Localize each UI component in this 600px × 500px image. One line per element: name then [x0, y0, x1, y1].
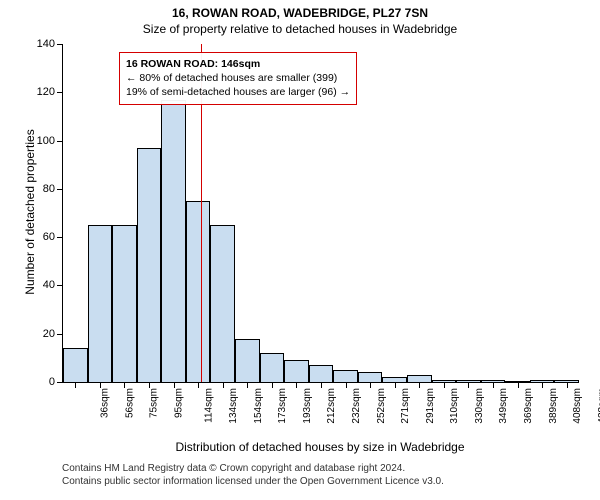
- histogram-bar: [235, 339, 260, 382]
- x-tick-label: 56sqm: [124, 388, 135, 418]
- annotation-line-2: 19% of semi-detached houses are larger (…: [126, 85, 350, 99]
- histogram-bar: [407, 375, 432, 382]
- histogram-bar: [358, 372, 383, 382]
- histogram-bar: [63, 348, 88, 382]
- x-axis-label: Distribution of detached houses by size …: [62, 440, 578, 454]
- x-tick-label: 75sqm: [149, 388, 160, 418]
- x-tick: [223, 382, 224, 388]
- x-tick: [395, 382, 396, 388]
- x-tick-label: 369sqm: [523, 388, 534, 424]
- histogram-bar: [186, 201, 211, 382]
- subtitle-text: Size of property relative to detached ho…: [143, 22, 457, 36]
- x-tick-label: 114sqm: [203, 388, 214, 423]
- x-tick-label: 408sqm: [572, 388, 583, 424]
- x-tick: [518, 382, 519, 388]
- y-tick-label: 60: [43, 231, 63, 243]
- histogram-bar: [284, 360, 309, 382]
- address-text: 16, ROWAN ROAD, WADEBRIDGE, PL27 7SN: [172, 6, 428, 20]
- x-tick-label: 134sqm: [228, 388, 239, 424]
- footer-attribution: Contains HM Land Registry data © Crown c…: [62, 462, 444, 488]
- x-tick-label: 291sqm: [425, 388, 436, 424]
- footer-line-2: Contains public sector information licen…: [62, 475, 444, 488]
- x-tick: [296, 382, 297, 388]
- y-tick-label: 120: [37, 86, 63, 98]
- x-tick: [174, 382, 175, 388]
- histogram-bar: [137, 148, 162, 382]
- histogram-bar: [112, 225, 137, 382]
- x-tick-label: 389sqm: [548, 388, 559, 424]
- histogram-bar: [260, 353, 285, 382]
- y-tick-label: 40: [43, 279, 63, 291]
- y-tick-label: 100: [37, 135, 63, 147]
- y-tick-label: 20: [43, 328, 63, 340]
- annotation-line-1: ← 80% of detached houses are smaller (39…: [126, 71, 350, 85]
- x-tick: [198, 382, 199, 388]
- x-tick: [321, 382, 322, 388]
- x-tick: [124, 382, 125, 388]
- histogram-bar: [333, 370, 358, 382]
- histogram-bar: [88, 225, 113, 382]
- y-tick-label: 0: [49, 376, 63, 388]
- x-tick-label: 36sqm: [100, 388, 111, 418]
- x-tick: [542, 382, 543, 388]
- footer-line-1: Contains HM Land Registry data © Crown c…: [62, 462, 444, 475]
- y-axis-label: Number of detached properties: [23, 112, 37, 312]
- x-tick: [468, 382, 469, 388]
- x-tick-label: 330sqm: [474, 388, 485, 424]
- x-tick: [419, 382, 420, 388]
- x-tick-label: 252sqm: [376, 388, 387, 424]
- x-tick-label: 310sqm: [449, 388, 460, 424]
- histogram-bar: [309, 365, 334, 382]
- annotation-title: 16 ROWAN ROAD: 146sqm: [126, 57, 350, 71]
- x-tick: [493, 382, 494, 388]
- annotation-box: 16 ROWAN ROAD: 146sqm← 80% of detached h…: [119, 52, 357, 105]
- histogram-bar: [210, 225, 235, 382]
- plot-area: 02040608010012014036sqm56sqm75sqm95sqm11…: [62, 44, 579, 383]
- x-tick-label: 173sqm: [277, 388, 288, 424]
- x-tick: [75, 382, 76, 388]
- x-tick: [100, 382, 101, 388]
- x-tick: [444, 382, 445, 388]
- x-tick-label: 154sqm: [253, 388, 264, 424]
- y-tick-label: 140: [37, 38, 63, 50]
- x-tick-label: 193sqm: [302, 388, 313, 424]
- chart-address-title: 16, ROWAN ROAD, WADEBRIDGE, PL27 7SN: [0, 6, 600, 20]
- chart-subtitle: Size of property relative to detached ho…: [0, 22, 600, 36]
- x-tick-label: 95sqm: [174, 388, 185, 418]
- x-tick: [149, 382, 150, 388]
- histogram-bar: [161, 100, 186, 382]
- y-tick-label: 80: [43, 183, 63, 195]
- x-tick: [247, 382, 248, 388]
- x-tick-label: 349sqm: [499, 388, 510, 424]
- x-tick: [567, 382, 568, 388]
- x-tick: [272, 382, 273, 388]
- x-tick-label: 212sqm: [327, 388, 338, 424]
- x-tick-label: 271sqm: [400, 388, 411, 424]
- x-tick: [370, 382, 371, 388]
- x-tick: [346, 382, 347, 388]
- x-tick-label: 232sqm: [351, 388, 362, 424]
